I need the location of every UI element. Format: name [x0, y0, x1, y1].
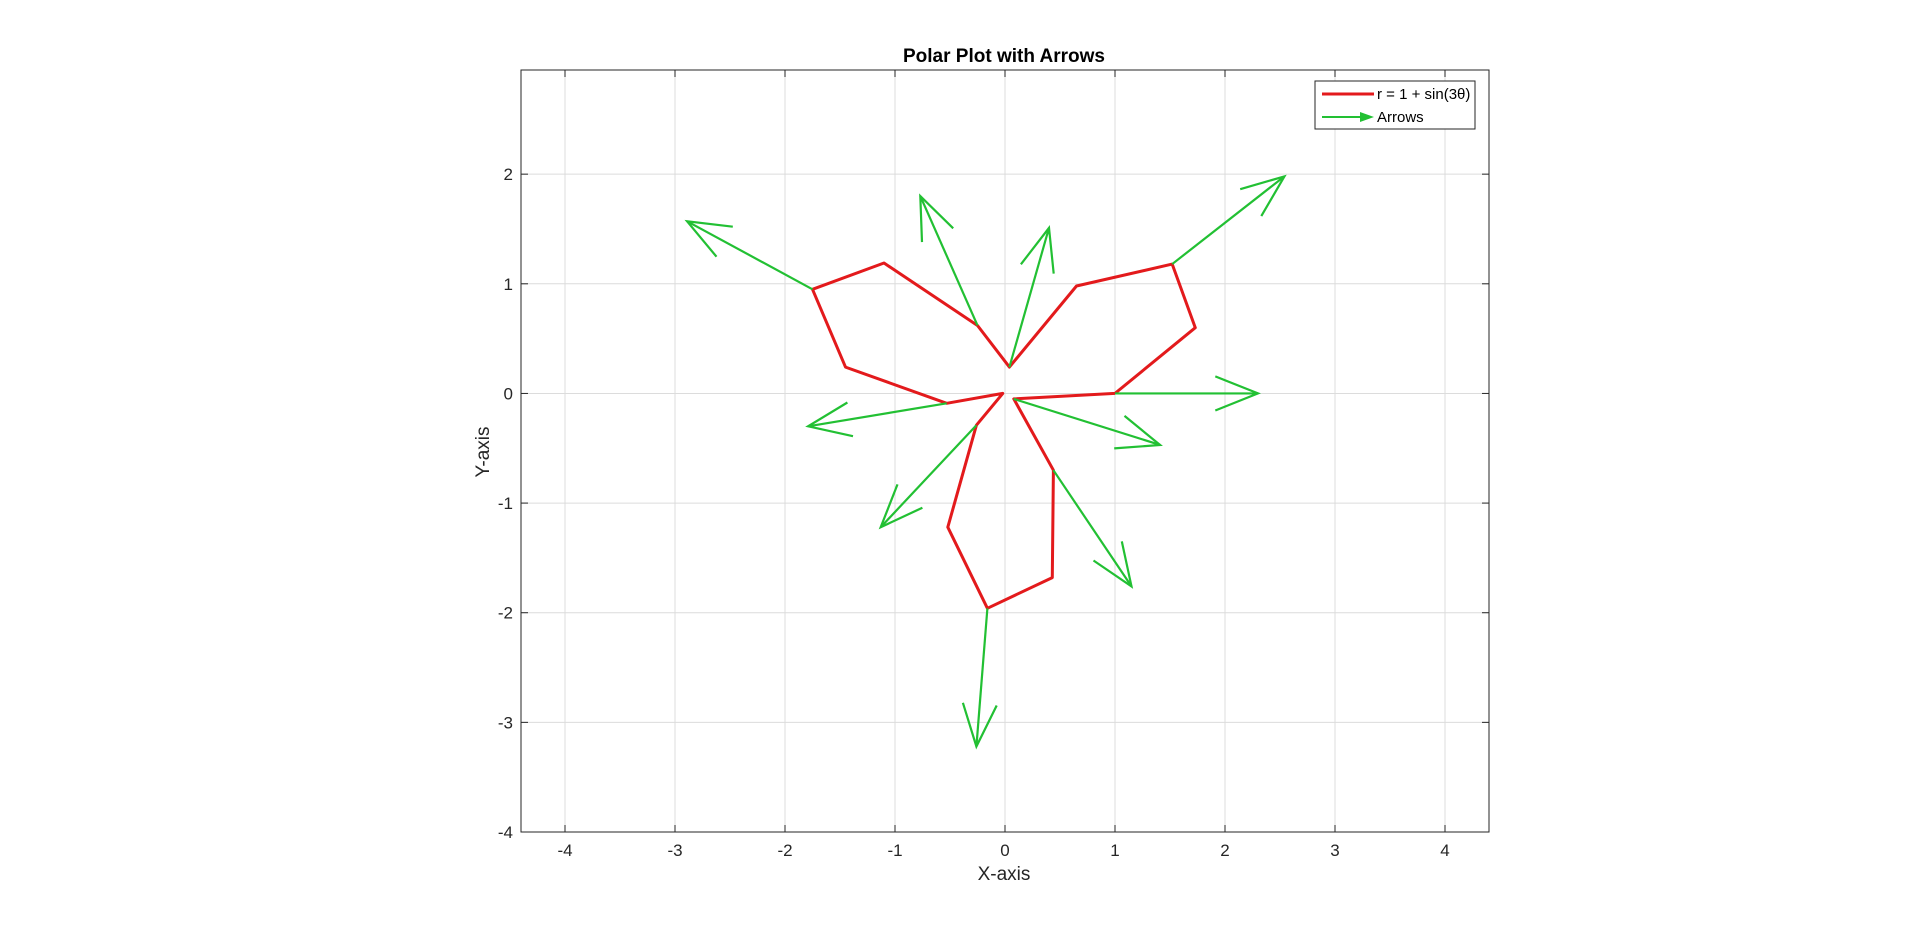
arrow-head-6	[878, 483, 923, 530]
x-tick-label-0: -4	[557, 841, 572, 860]
legend-arrow-head	[1360, 112, 1374, 122]
grid-layer	[521, 70, 1489, 833]
arrow-9	[1013, 397, 1163, 450]
arrow-5	[805, 401, 947, 438]
arrow-shaft-5	[807, 402, 947, 428]
y-tick-label-3: -1	[498, 494, 513, 513]
y-tick-label-4: 0	[504, 384, 513, 403]
arrow-shaft-7	[975, 608, 989, 747]
legend-label-polar-curve: r = 1 + sin(3θ)	[1377, 86, 1470, 103]
arrow-shaft-1	[1171, 175, 1286, 265]
y-tick-label-2: -2	[498, 604, 513, 623]
arrow-0	[1115, 375, 1261, 412]
arrow-shaft-4	[686, 220, 814, 291]
arrow-1	[1171, 174, 1287, 265]
legend-box	[1314, 80, 1476, 130]
arrow-6	[878, 424, 978, 530]
arrow-7	[961, 608, 998, 750]
arrow-head-1	[1239, 174, 1287, 217]
y-axis-label: Y-axis	[473, 426, 494, 477]
x-tick-label-2: -2	[777, 841, 792, 860]
arrow-head-0	[1214, 375, 1261, 412]
x-axis-label: X-axis	[978, 864, 1031, 885]
arrow-shaft-3	[919, 195, 979, 326]
arrow-head-8	[1092, 541, 1134, 589]
x-tick-label-4: 0	[1000, 841, 1009, 860]
arrow-3	[919, 193, 979, 326]
x-tick-label-5: 1	[1110, 841, 1119, 860]
x-tick-label-3: -1	[887, 841, 902, 860]
legend-label-arrows: Arrows	[1377, 109, 1424, 126]
arrow-head-9	[1114, 415, 1163, 450]
x-tick-label-6: 2	[1220, 841, 1229, 860]
arrow-head-2	[1020, 225, 1055, 274]
arrow-head-3	[919, 193, 954, 243]
y-tick-label-0: -4	[498, 823, 513, 842]
arrow-4	[684, 219, 814, 291]
chart-title: Polar Plot with Arrows	[903, 46, 1105, 67]
arrow-shaft-6	[879, 424, 978, 528]
x-tick-label-1: -3	[667, 841, 682, 860]
x-tick-label-7: 3	[1330, 841, 1339, 860]
arrow-head-5	[805, 401, 854, 438]
x-tick-label-8: 4	[1440, 841, 1449, 860]
polar-curve-line	[811, 261, 1197, 610]
arrow-shaft-9	[1013, 397, 1161, 447]
axes-layer: -4 -3 -2 -1 0 1 2 3 4 -4 -3 -2 -1 0 1 2	[498, 69, 1490, 860]
arrow-head-7	[961, 702, 998, 750]
plot-layer	[684, 174, 1287, 750]
arrow-8	[1052, 469, 1134, 589]
y-tick-label-1: -3	[498, 713, 513, 732]
y-tick-label-6: 2	[504, 165, 513, 184]
arrow-shaft-8	[1052, 469, 1133, 588]
y-tick-label-5: 1	[504, 275, 513, 294]
arrow-head-4	[684, 219, 733, 258]
arrow-2	[1008, 225, 1055, 368]
legend: r = 1 + sin(3θ) Arrows	[1314, 80, 1476, 130]
arrow-shaft-2	[1008, 227, 1051, 368]
